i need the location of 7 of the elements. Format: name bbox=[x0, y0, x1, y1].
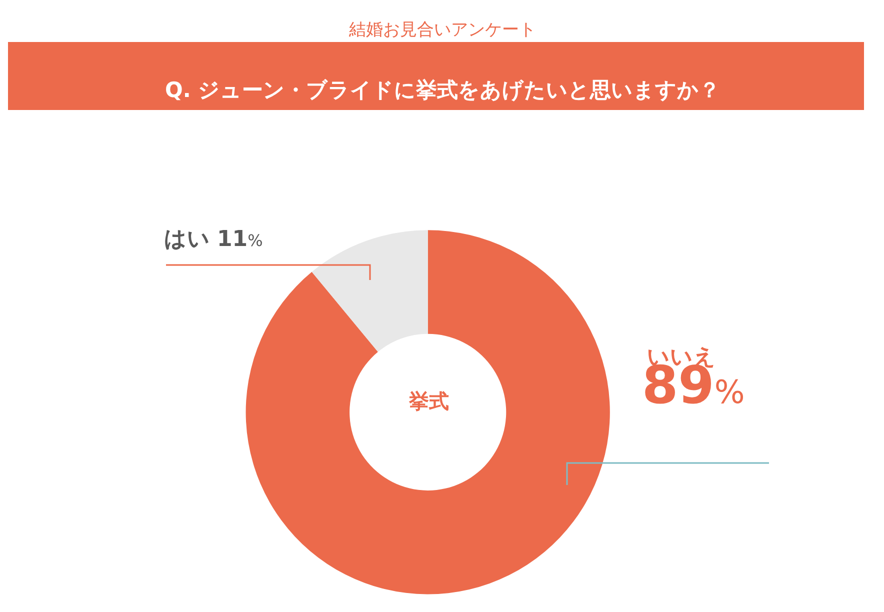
data-label: 11% bbox=[217, 227, 263, 252]
donut-slice bbox=[312, 230, 428, 352]
donut-slice bbox=[246, 230, 610, 594]
chart-title: Q. ジューン・ブライドに挙式をあげたいと思いますか？ bbox=[165, 78, 720, 102]
text: 挙式 bbox=[408, 389, 449, 413]
slice-label: はい bbox=[164, 227, 210, 252]
chart-subtitle: 結婚お見合いアンケート bbox=[348, 20, 536, 40]
